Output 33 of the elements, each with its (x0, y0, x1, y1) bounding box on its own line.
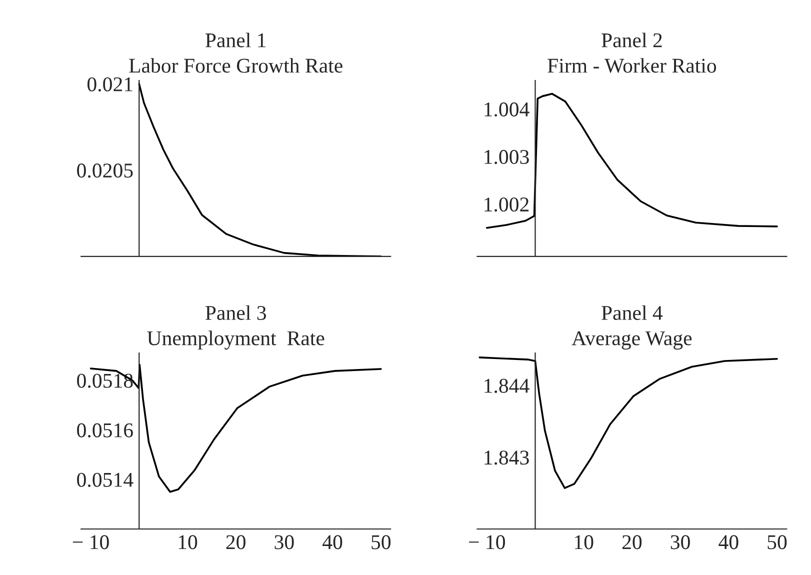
x-tick-label: 30 (670, 535, 690, 550)
y-tick-label: 1.843 (484, 450, 529, 465)
x-tick-label: 20 (622, 535, 642, 550)
chart-title: Panel 2 (602, 32, 662, 48)
x-tick-label: − 10 (72, 535, 109, 550)
x-tick-label: 40 (322, 535, 342, 550)
y-tick-label: 1.004 (484, 102, 530, 117)
x-tick-label: 10 (575, 535, 594, 550)
chart-subtitle: Average Wage (572, 331, 692, 350)
y-tick-label: 0.021 (87, 77, 132, 92)
x-tick-label: 20 (226, 535, 246, 550)
y-tick-label: 1.844 (484, 378, 530, 393)
chart-subtitle: Unemployment Rate (147, 330, 324, 350)
chart-title: Panel 3 (205, 305, 266, 320)
y-tick-label: 1.002 (484, 197, 529, 212)
line-series (486, 92, 778, 229)
x-tick-label: 10 (178, 535, 198, 550)
x-tick-label: 40 (718, 535, 738, 550)
y-tick-label: 0.0514 (77, 472, 134, 487)
chart-title: Panel 4 (602, 305, 663, 320)
chart-subtitle: Labor Force Growth Rate (129, 58, 342, 73)
chart-title: Panel 1 (205, 32, 266, 48)
y-tick-label: 1.003 (484, 150, 529, 164)
y-tick-label: 0.0205 (77, 164, 133, 178)
x-tick-label: − 10 (469, 535, 505, 550)
y-tick-label: 0.0516 (77, 423, 133, 438)
line-series (138, 83, 382, 256)
x-tick-label: 30 (274, 535, 294, 550)
x-tick-label: 50 (768, 535, 787, 550)
y-tick-label: 0.0518 (77, 374, 133, 388)
x-tick-label: 50 (372, 535, 391, 550)
chart-subtitle: Firm - Worker Ratio (548, 58, 716, 73)
line-series (478, 356, 778, 489)
